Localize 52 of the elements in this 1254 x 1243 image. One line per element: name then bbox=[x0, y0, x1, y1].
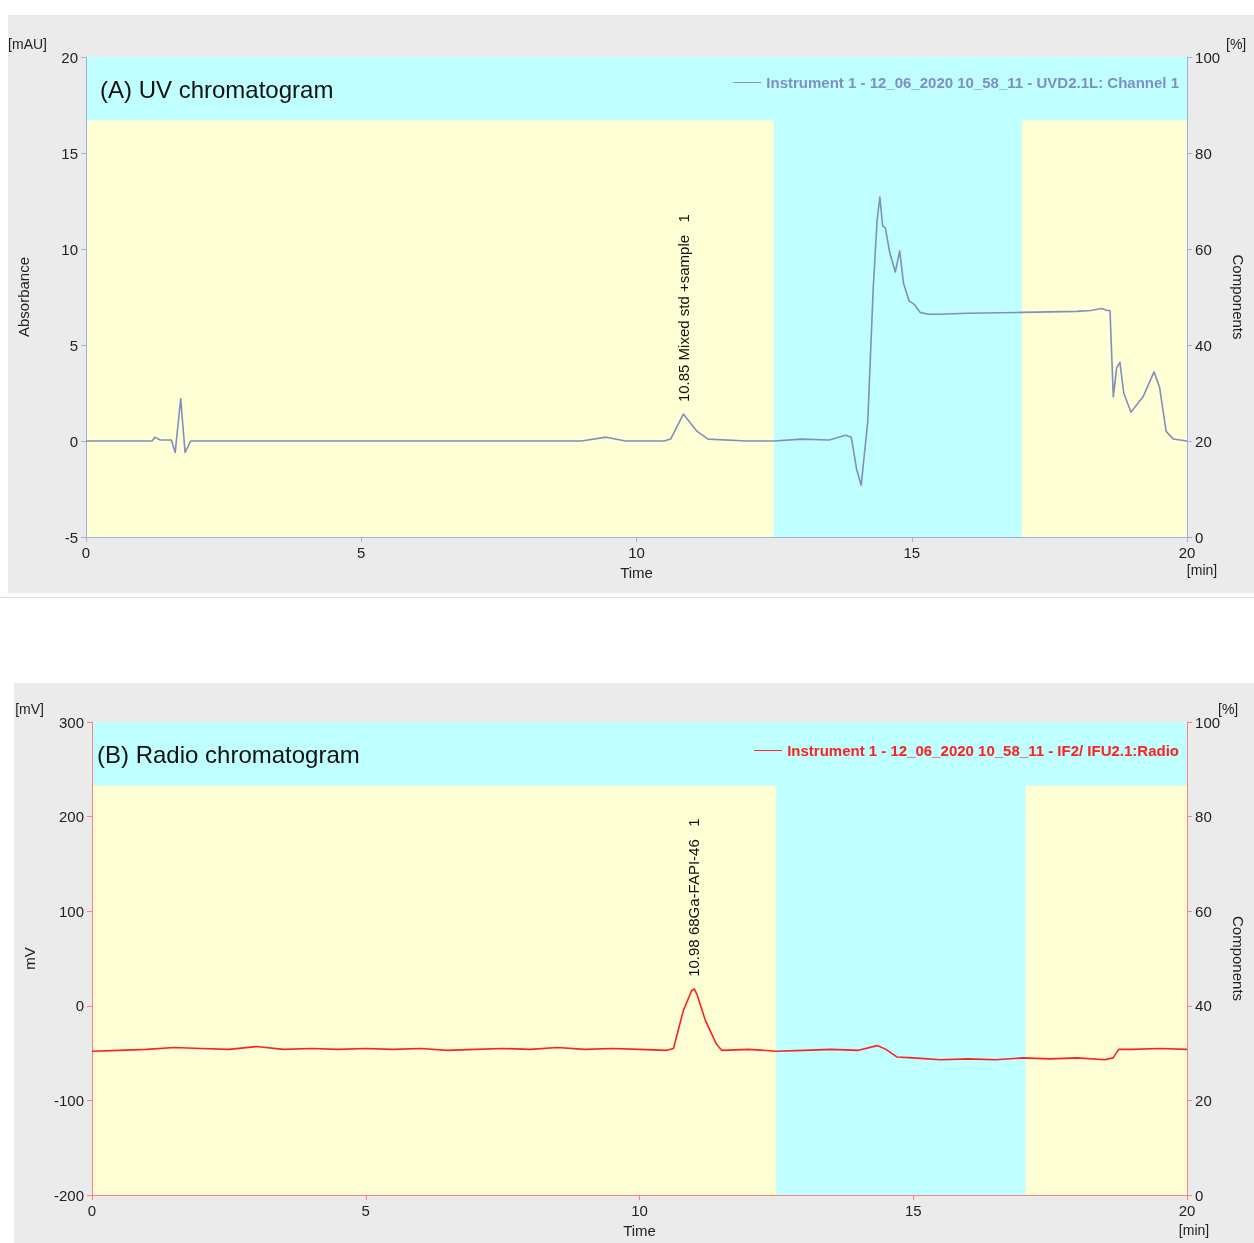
legend-label: Instrument 1 - 12_06_2020 10_58_11 - UVD2.1L: Channel 1 bbox=[766, 74, 1180, 91]
y-axis-title: Absorbance bbox=[15, 256, 32, 338]
y2-tick-label: 60 bbox=[1195, 902, 1212, 920]
x-tick-label: 15 bbox=[904, 1202, 922, 1220]
y-tick-label: 100 bbox=[58, 902, 84, 920]
y-tick-label: 15 bbox=[61, 144, 78, 162]
x-tick-label: 15 bbox=[903, 544, 921, 561]
y-tick-label: -5 bbox=[64, 528, 78, 546]
y2-tick-label: 0 bbox=[1195, 1186, 1204, 1204]
x-tick-label: 5 bbox=[361, 1202, 370, 1220]
y2-tick-label: 80 bbox=[1195, 808, 1212, 826]
y-tick-label: 10 bbox=[61, 240, 78, 258]
y2-tick-label: 100 bbox=[1195, 48, 1221, 66]
y-tick-label: 20 bbox=[61, 48, 78, 66]
y2-tick-label: 20 bbox=[1195, 432, 1212, 450]
text: [%] bbox=[1218, 701, 1239, 717]
y2-tick-label: 40 bbox=[1195, 997, 1212, 1015]
y-tick-label: 0 bbox=[75, 997, 84, 1015]
y-tick-label: 0 bbox=[69, 432, 78, 450]
legend-label: Instrument 1 - 12_06_2020 10_58_11 - IF2/ IFU2.1:Radio bbox=[787, 742, 1180, 759]
line-series bbox=[91, 988, 1188, 1061]
y2-tick-label: 0 bbox=[1195, 528, 1204, 546]
text: (A) UV chromatogram bbox=[100, 75, 334, 103]
y2-tick-label: 40 bbox=[1195, 336, 1212, 354]
x-axis-title: Time bbox=[623, 1222, 656, 1239]
y-tick-label: 5 bbox=[69, 336, 78, 354]
y2-tick-label: 80 bbox=[1195, 144, 1212, 162]
y-axis-title: mV bbox=[21, 947, 38, 970]
annotation: 10.85 Mixed std +sample 1 bbox=[674, 214, 692, 403]
text: [mAU] bbox=[8, 36, 47, 52]
text: [min] bbox=[1178, 1222, 1210, 1238]
x-tick-label: 20 bbox=[1178, 544, 1196, 561]
text: [mV] bbox=[15, 701, 44, 717]
text: (B) Radio chromatogram bbox=[97, 740, 360, 768]
text: [%] bbox=[1226, 36, 1247, 52]
y-tick-label: -100 bbox=[53, 1091, 84, 1109]
y2-axis-title: Components bbox=[1230, 916, 1247, 1002]
x-tick-label: 0 bbox=[87, 1202, 97, 1220]
y2-tick-label: 20 bbox=[1195, 1091, 1212, 1109]
line-series bbox=[85, 196, 1188, 486]
x-tick-label: 10 bbox=[628, 544, 645, 561]
x-axis-title: Time bbox=[620, 563, 653, 581]
y2-axis-title: Components bbox=[1230, 254, 1247, 340]
x-tick-label: 5 bbox=[357, 544, 366, 561]
x-tick-label: 10 bbox=[631, 1202, 648, 1220]
y-tick-label: -200 bbox=[53, 1186, 84, 1204]
y-tick-label: 300 bbox=[58, 713, 84, 731]
annotation: 10.98 68Ga-FAPI-46 1 bbox=[684, 818, 702, 977]
text: [min] bbox=[1186, 562, 1218, 578]
x-tick-label: 20 bbox=[1178, 1202, 1196, 1220]
y-tick-label: 200 bbox=[58, 808, 84, 826]
y2-tick-label: 60 bbox=[1195, 240, 1212, 258]
